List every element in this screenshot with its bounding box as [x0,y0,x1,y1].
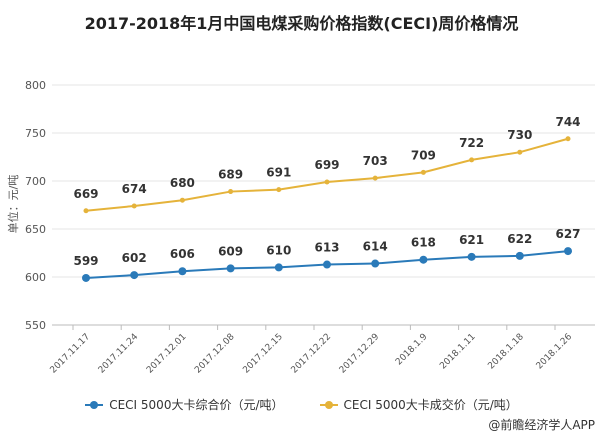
chart-title: 2017-2018年1月中国电煤采购价格指数(CECI)周价格情况 [84,14,519,33]
data-label: 722 [459,136,484,150]
data-label: 613 [314,241,339,255]
data-point [83,208,89,214]
data-point [324,179,330,185]
data-point [565,136,571,142]
data-point [226,264,235,273]
x-tick-label: 2017.12.22 [290,332,334,376]
data-point [469,157,475,163]
x-tick-label: 2018.1.26 [535,332,575,372]
data-point [372,175,378,181]
data-point [467,252,476,261]
legend-item-transaction[interactable]: CECI 5000大卡成交价（元/吨） [319,396,518,413]
x-tick-label: 2017.11.24 [97,332,141,376]
data-label: 622 [507,232,532,246]
data-label: 599 [73,254,98,268]
y-tick-label: 750 [25,127,46,140]
data-point [419,255,428,264]
data-point [178,267,187,276]
data-label: 606 [170,247,195,261]
legend: CECI 5000大卡综合价（元/吨） CECI 5000大卡成交价（元/吨） [0,396,603,413]
y-tick-label: 550 [25,319,46,332]
data-label: 614 [363,240,388,254]
y-tick-label: 800 [25,79,46,92]
series-line [85,137,569,212]
data-label: 691 [266,166,291,180]
data-point [131,203,137,209]
legend-label: CECI 5000大卡综合价（元/吨） [109,398,284,412]
data-point [82,273,90,282]
data-label: 609 [218,244,243,258]
data-label: 730 [507,128,532,142]
data-point [323,260,331,269]
data-point [420,169,426,175]
data-label: 703 [363,154,388,168]
data-point [179,197,185,203]
data-point [371,259,380,268]
source-credit: @前瞻经济学人APP [488,418,595,432]
data-label: 689 [218,168,243,182]
data-point [515,251,524,260]
x-tick-label: 2017.12.29 [338,332,382,376]
legend-marker [85,400,104,409]
data-label: 602 [122,251,147,265]
x-tick-label: 2018.1.18 [486,332,526,372]
y-tick-label: 650 [25,223,46,236]
data-label: 709 [411,148,436,162]
data-point [517,149,523,155]
legend-label: CECI 5000大卡成交价（元/吨） [343,398,518,412]
y-tick-label: 600 [25,271,46,284]
x-tick-label: 2017.12.08 [193,332,237,376]
data-label: 744 [555,115,580,129]
x-tick-label: 2018.1.9 [394,332,430,368]
data-point [274,263,283,272]
data-label: 699 [314,158,339,172]
data-point [564,247,572,256]
data-point [276,187,282,193]
data-label: 674 [122,182,147,196]
data-label: 610 [266,243,291,257]
legend-item-composite[interactable]: CECI 5000大卡综合价（元/吨） [85,396,284,413]
data-label: 618 [411,236,436,250]
data-point [228,189,234,195]
y-tick-label: 700 [25,175,46,188]
data-label: 621 [459,233,484,247]
x-tick-label: 2018.1.11 [438,332,477,371]
data-label: 669 [73,187,98,201]
x-tick-label: 2017.12.15 [241,332,285,376]
data-point [130,271,139,280]
data-label: 627 [555,227,580,241]
legend-marker [319,400,338,409]
x-tick-label: 2017.11.17 [49,332,93,376]
data-label: 680 [170,176,195,190]
x-tick-label: 2017.12.01 [145,332,189,376]
